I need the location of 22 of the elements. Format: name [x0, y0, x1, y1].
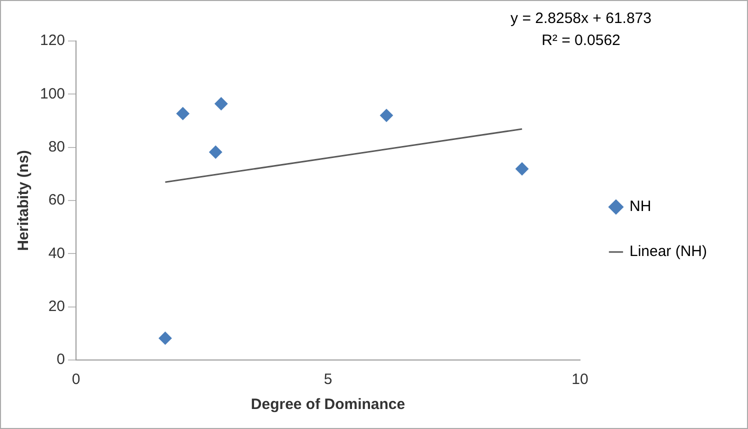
- y-tick-label: 120: [40, 32, 66, 50]
- x-tick-label: 10: [572, 371, 588, 388]
- x-tick-label: 0: [72, 371, 80, 388]
- text: y = 2.8258x + 61.873: [510, 10, 652, 27]
- x-axis-title: Degree of Dominance: [250, 396, 406, 414]
- point: [516, 162, 529, 176]
- y-tick-label: 40: [48, 244, 66, 262]
- point: [380, 108, 393, 122]
- legend-label: Linear (NH): [629, 243, 708, 260]
- point: [176, 107, 190, 120]
- y-tick-label: 100: [40, 85, 66, 102]
- legend-label: NH: [629, 198, 652, 216]
- y-tick-label: 80: [48, 138, 66, 156]
- y-axis-title: Heritabity (ns): [15, 150, 32, 251]
- y-tick-label: 0: [56, 351, 66, 368]
- point: [209, 146, 222, 159]
- y-tick-label: 20: [48, 298, 66, 315]
- point: [158, 332, 172, 345]
- annotation: R² = 0.0562: [542, 32, 620, 49]
- x-tick-label: 5: [324, 371, 332, 388]
- point: [214, 97, 228, 110]
- y-tick-label: 60: [48, 192, 66, 209]
